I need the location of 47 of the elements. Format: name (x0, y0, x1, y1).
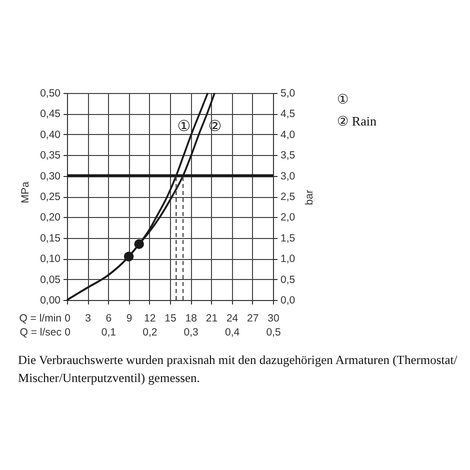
x2-tick-label: 0,1 (101, 326, 116, 338)
y-tick-label: 0,45 (40, 108, 61, 120)
y-tick-label: 0,05 (40, 274, 61, 286)
y2-tick-label: 1,5 (280, 232, 296, 244)
y2-tick-label: 0,5 (280, 274, 296, 286)
y-tick-label: 0,10 (40, 253, 61, 266)
y-tick-label: 0,30 (40, 170, 61, 182)
x-tick-label: 9 (126, 312, 132, 324)
annotation: ① (177, 117, 191, 136)
x2-tick-label: 0,5 (266, 326, 281, 338)
x-tick-label: 0 (64, 312, 71, 324)
x-tick-label: 21 (206, 312, 218, 324)
x2-tick-label: 0,2 (142, 326, 158, 338)
y-tick-label: 0,20 (40, 212, 61, 224)
text: ② Rain (337, 114, 377, 128)
x-tick-label: 15 (164, 312, 176, 324)
y2-tick-label: 3,0 (280, 170, 296, 182)
x-tick-label: 18 (185, 312, 198, 324)
y-tick-label: 0,00 (40, 294, 61, 306)
y2-tick-label: 4,0 (280, 128, 296, 141)
y2-tick-label: 5,0 (280, 88, 296, 100)
y-tick-label: 0,15 (40, 232, 61, 244)
x-tick-label: 6 (106, 312, 112, 324)
text: ① (337, 92, 349, 106)
x2-tick-label: 0 (64, 326, 71, 338)
y2-tick-label: 3,5 (280, 150, 296, 162)
y2-tick-label: 2,0 (280, 212, 296, 224)
x-axis-title: Q = l/min (19, 312, 62, 324)
y2-tick-label: 1,0 (280, 253, 296, 266)
y-tick-label: 0,50 (40, 88, 61, 100)
x-tick-label: 12 (144, 312, 156, 324)
x-tick-label: 30 (268, 312, 280, 324)
y2-tick-label: 2,5 (280, 191, 296, 203)
y2-tick-label: 0,0 (280, 294, 296, 306)
x2-tick-label: 0,4 (224, 326, 240, 338)
y-tick-label: 0,35 (40, 150, 61, 162)
x2-tick-label: 0,3 (184, 326, 199, 338)
x-tick-label: 3 (85, 312, 92, 324)
x2-axis-title: Q = l/sec (20, 326, 62, 338)
y-axis-title: MPa (20, 182, 32, 204)
y-tick-label: 0,40 (40, 128, 61, 141)
x-tick-label: 24 (226, 312, 238, 324)
text: Die Verbrauchswerte wurden praxisnah mit den dazugehörigen Armaturen (Thermostat/Mischer/Unterputzventil) gemessen. (18, 352, 458, 387)
y-tick-label: 0,25 (40, 191, 61, 203)
x-tick-label: 27 (247, 312, 259, 324)
y2-axis-title: bar (304, 189, 316, 206)
y2-tick-label: 4,5 (280, 108, 296, 120)
